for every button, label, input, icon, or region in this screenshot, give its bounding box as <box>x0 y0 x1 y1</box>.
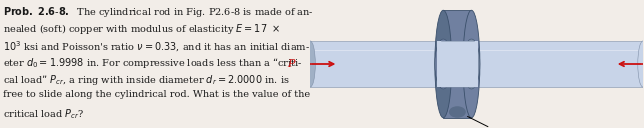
Bar <box>443 10 471 118</box>
Text: $10^3$ ksi and Poisson's ratio $\nu = 0.33$, and it has an initial diam-: $10^3$ ksi and Poisson's ratio $\nu = 0.… <box>3 39 310 54</box>
Text: critical load $P_{cr}$?: critical load $P_{cr}$? <box>3 108 84 121</box>
Text: Ring: Ring <box>468 116 516 128</box>
Ellipse shape <box>305 41 316 87</box>
Ellipse shape <box>435 39 451 89</box>
Bar <box>437 41 478 87</box>
Text: nealed (soft) copper with modulus of elasticity $E = 17\ \times$: nealed (soft) copper with modulus of ela… <box>3 22 281 36</box>
Ellipse shape <box>466 41 477 87</box>
Ellipse shape <box>463 10 480 118</box>
Text: $\mathbf{Prob.\ 2.6\text{-}8.}$  The cylindrical rod in Fig. P2.6-8 is made of a: $\mathbf{Prob.\ 2.6\text{-}8.}$ The cyli… <box>3 5 314 19</box>
Bar <box>471 41 643 87</box>
Text: P: P <box>287 59 295 69</box>
Ellipse shape <box>638 41 644 87</box>
Bar <box>310 41 443 87</box>
Text: cal load” $P_{cr}$, a ring with inside diameter $d_r = 2.0000$ in. is: cal load” $P_{cr}$, a ring with inside d… <box>3 73 290 87</box>
Ellipse shape <box>435 10 451 118</box>
Ellipse shape <box>463 39 480 89</box>
Text: eter $d_0 = 1.9998$ in. For compressive loads less than a “criti-: eter $d_0 = 1.9998$ in. For compressive … <box>3 56 303 70</box>
Ellipse shape <box>438 41 448 87</box>
Text: free to slide along the cylindrical rod. What is the value of the: free to slide along the cylindrical rod.… <box>3 90 310 99</box>
Ellipse shape <box>449 106 466 118</box>
